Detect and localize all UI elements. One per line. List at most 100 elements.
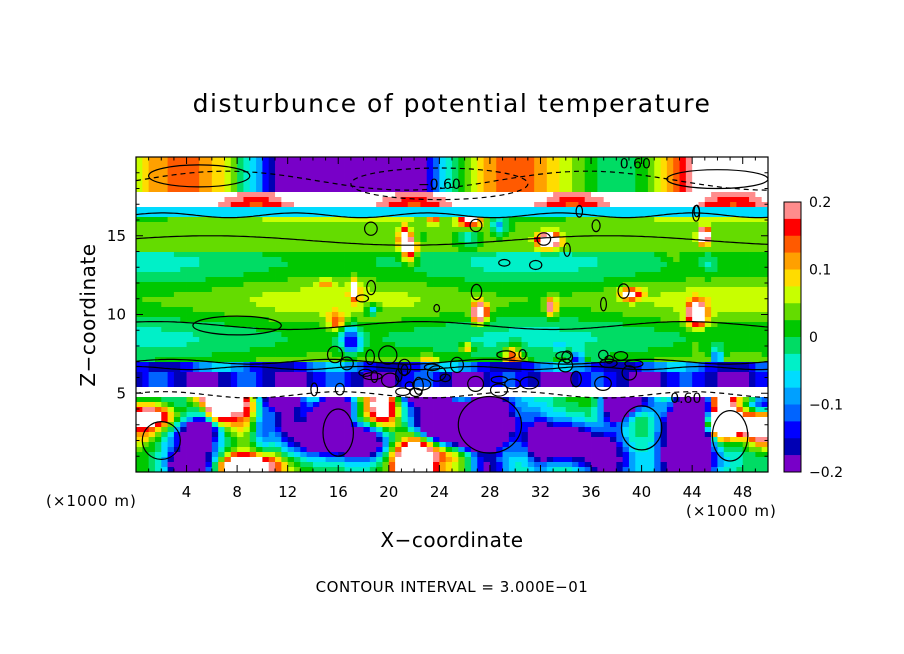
heatmap-cell [363,297,371,303]
heatmap-cell [553,387,560,393]
heatmap-cell [470,197,478,203]
heatmap-cell [294,302,301,308]
heatmap-cell [249,317,257,323]
heatmap-cell [666,397,674,403]
heatmap-cell [565,377,573,383]
heatmap-cell [679,332,687,338]
heatmap-cell [306,247,314,253]
heatmap-cell [312,202,320,208]
heatmap-cell [730,247,737,253]
heatmap-cell [458,292,466,298]
heatmap-cell [559,247,567,253]
heatmap-cell [704,227,712,233]
heatmap-cell [256,372,263,378]
heatmap-cell [268,332,276,338]
heatmap-cell [584,177,592,183]
heatmap-cell [224,207,232,213]
heatmap-cell [192,222,200,228]
heatmap-cell [281,277,289,283]
heatmap-cell [635,347,642,353]
heatmap-cell [628,177,636,183]
heatmap-cell [584,227,592,233]
heatmap-cell [180,262,187,268]
heatmap-cell [445,177,453,183]
heatmap-cell [249,177,257,183]
heatmap-cell [470,247,478,253]
heatmap-cell [584,337,592,343]
heatmap-cell [496,327,503,333]
heatmap-cell [730,257,737,263]
heatmap-cell [350,347,358,353]
heatmap-cell [477,287,484,293]
heatmap-cell [584,307,592,313]
heatmap-cell [249,192,257,198]
heatmap-cell [237,337,244,343]
heatmap-cell [211,252,219,258]
heatmap-cell [489,157,497,163]
heatmap-cell [572,292,579,298]
heatmap-cell [192,372,200,378]
heatmap-cell [167,252,175,258]
heatmap-cell [742,302,750,308]
heatmap-cell [388,217,396,223]
heatmap-cell [319,232,326,238]
heatmap-cell [224,257,232,263]
heatmap-cell [230,337,238,343]
heatmap-cell [635,397,642,403]
heatmap-cell [584,332,592,338]
heatmap-cell [647,227,655,233]
heatmap-cell [749,262,756,268]
heatmap-cell [445,227,453,233]
heatmap-cell [331,282,339,288]
heatmap-cell [186,217,194,223]
heatmap-cell [382,292,390,298]
heatmap-cell [382,347,390,353]
heatmap-cell [489,387,497,393]
heatmap-cell [654,187,661,193]
heatmap-cell [287,242,295,248]
heatmap-cell [666,167,674,173]
heatmap-cell [325,267,333,273]
heatmap-cell [717,337,725,343]
heatmap-cell [376,387,383,393]
heatmap-cell [496,317,503,323]
heatmap-cell [268,187,276,193]
heatmap-cell [610,292,617,298]
heatmap-cell [540,192,548,198]
heatmap-cell [679,327,687,333]
heatmap-cell [717,182,725,188]
heatmap-cell [275,257,282,263]
heatmap-cell [262,182,270,188]
heatmap-cell [635,207,642,213]
heatmap-cell [565,382,573,388]
heatmap-cell [325,222,333,228]
heatmap-cell [369,162,377,168]
heatmap-cell [262,287,270,293]
heatmap-cell [338,197,345,203]
heatmap-cell [224,327,232,333]
heatmap-cell [622,212,630,218]
heatmap-cell [407,302,415,308]
heatmap-cell [546,167,554,173]
heatmap-cell [723,287,731,293]
heatmap-cell [262,302,270,308]
heatmap-cell [755,347,763,353]
heatmap-cell [275,322,282,328]
heatmap-cell [711,317,718,323]
heatmap-cell [369,307,377,313]
heatmap-cell [711,232,718,238]
heatmap-cell [534,202,541,208]
heatmap-cell [350,247,358,253]
heatmap-cell [464,332,472,338]
heatmap-cell [635,222,642,228]
heatmap-cell [205,387,213,393]
heatmap-cell [749,292,756,298]
heatmap-cell [407,357,415,363]
heatmap-cell [508,267,516,273]
heatmap-cell [452,167,459,173]
heatmap-cell [439,302,447,308]
heatmap-cell [287,192,295,198]
heatmap-cell [281,162,289,168]
heatmap-cell [154,277,162,283]
heatmap-cell [749,207,756,213]
